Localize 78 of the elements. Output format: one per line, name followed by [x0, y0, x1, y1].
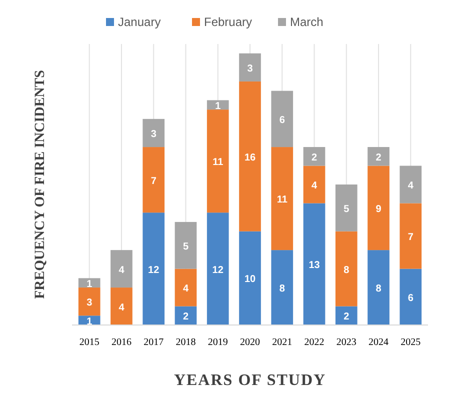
bar — [206, 100, 229, 110]
bar — [303, 166, 326, 204]
x-tick-label: 2025 — [400, 337, 421, 348]
data-label: 4 — [118, 264, 125, 276]
data-label: 10 — [244, 274, 256, 286]
x-tick-label: 2016 — [111, 337, 132, 348]
bar — [271, 250, 294, 325]
bar — [142, 147, 165, 213]
data-label: 16 — [244, 152, 256, 164]
data-label: 2 — [311, 152, 318, 164]
bar — [368, 166, 390, 250]
data-label: 5 — [182, 241, 189, 252]
data-label: 11 — [276, 194, 288, 206]
bar — [335, 184, 358, 232]
bar — [335, 231, 358, 306]
data-label: 1 — [215, 100, 222, 112]
legend-label: March — [290, 15, 324, 29]
x-tick-label: 2023 — [336, 337, 356, 348]
x-axis-title: YEARS OF STUDY — [174, 372, 326, 389]
bar — [335, 306, 358, 325]
data-label: 1 — [86, 278, 93, 290]
bar — [78, 278, 100, 288]
bar — [206, 110, 229, 213]
data-label: 4 — [182, 284, 189, 295]
x-tick-label: 2024 — [368, 337, 389, 348]
data-label: 7 — [408, 232, 414, 244]
x-tick-label: 2018 — [176, 337, 196, 348]
data-label: 7 — [150, 176, 157, 187]
data-label: 13 — [308, 260, 320, 272]
bar — [303, 203, 326, 325]
x-tick-label: 2020 — [240, 337, 260, 348]
bar — [110, 288, 132, 325]
data-label: 2 — [376, 152, 382, 164]
data-label: 8 — [344, 264, 350, 276]
data-label: 11 — [212, 157, 224, 168]
data-label: 3 — [86, 298, 93, 309]
data-label: 6 — [408, 292, 414, 304]
bar — [400, 268, 422, 325]
data-label: 5 — [344, 204, 350, 215]
x-tick-label: 2021 — [272, 337, 292, 348]
data-label: 3 — [247, 63, 254, 74]
data-label: 8 — [376, 284, 382, 295]
data-label: 6 — [279, 114, 286, 126]
x-tick-label: 2015 — [79, 337, 100, 348]
data-label: 12 — [148, 264, 160, 276]
bar — [400, 203, 422, 269]
data-label: 9 — [376, 204, 382, 215]
x-tick-label: 2019 — [208, 337, 228, 348]
bar — [78, 288, 100, 316]
data-label: 4 — [118, 302, 125, 314]
y-axis-title: FREQUENCY OF FIRE INCIDENTS — [33, 70, 48, 299]
bar — [174, 222, 197, 269]
bar — [239, 231, 261, 325]
legend-label: January — [118, 15, 161, 29]
data-label: 2 — [182, 312, 189, 323]
data-label: 8 — [279, 284, 286, 295]
bar — [239, 53, 261, 82]
bar — [142, 212, 165, 325]
data-label: 4 — [408, 180, 414, 192]
bar — [271, 90, 294, 148]
bar — [368, 147, 390, 166]
data-label: 4 — [311, 180, 318, 192]
bar — [206, 212, 229, 325]
bar — [174, 268, 197, 306]
bar — [303, 147, 326, 166]
x-tick-label: 2017 — [144, 337, 164, 348]
bar — [142, 118, 165, 148]
legend-label: February — [204, 15, 252, 29]
data-label: 12 — [212, 264, 224, 276]
bar — [110, 250, 132, 288]
bar — [239, 81, 261, 232]
x-tick-label: 2022 — [304, 337, 324, 348]
bar — [400, 166, 422, 204]
bar — [271, 147, 294, 250]
bar — [368, 250, 390, 325]
data-label: 1 — [86, 316, 93, 328]
data-label: 2 — [344, 312, 350, 323]
data-label: 3 — [150, 128, 157, 140]
